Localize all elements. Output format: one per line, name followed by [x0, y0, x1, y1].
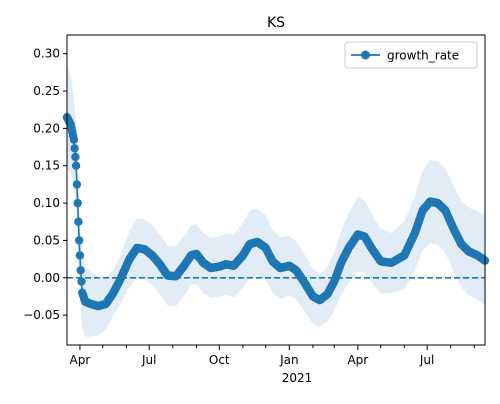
legend: growth_rate: [344, 41, 478, 69]
y-tick-label: 0.05: [33, 233, 60, 247]
legend-label: growth_rate: [387, 49, 459, 63]
x-year-label: 2021: [282, 371, 313, 385]
data-point: [75, 236, 84, 245]
x-tick-label: Jul: [419, 353, 434, 367]
y-tick-label: 0.25: [33, 84, 60, 98]
data-point: [73, 198, 82, 208]
legend-box: [344, 41, 478, 69]
data-point: [72, 180, 82, 189]
confidence-band: [67, 64, 485, 337]
plot-area: [62, 64, 490, 337]
y-tick-label: 0.30: [33, 47, 60, 61]
data-point: [75, 251, 85, 260]
x-tick-label: Apr: [347, 353, 368, 367]
data-point: [70, 144, 79, 153]
y-tick-label: 0.15: [33, 159, 60, 173]
chart-title: KS: [267, 15, 285, 31]
data-point: [69, 135, 79, 144]
x-tick-label: Jul: [141, 353, 156, 367]
y-tick-label: −0.05: [23, 308, 60, 322]
x-tick-label: Apr: [70, 353, 91, 367]
y-tick-label: 0.10: [33, 196, 60, 210]
x-tick-label: Jan: [279, 353, 299, 367]
data-point: [71, 152, 80, 162]
y-tick-label: 0.00: [33, 271, 60, 285]
data-point: [74, 217, 83, 226]
x-tick-label: Oct: [209, 353, 230, 367]
legend-marker: [361, 50, 370, 60]
data-point: [76, 266, 85, 275]
axes: −0.05 0.00 0.05 0.10 0.15 0.20 0.25 0.30 Apr Jul O…: [23, 34, 486, 367]
axes-frame: [66, 34, 486, 346]
data-point: [71, 161, 81, 170]
y-tick-label: 0.20: [33, 121, 60, 135]
series-markers: [62, 113, 490, 311]
data-point: [77, 277, 86, 286]
